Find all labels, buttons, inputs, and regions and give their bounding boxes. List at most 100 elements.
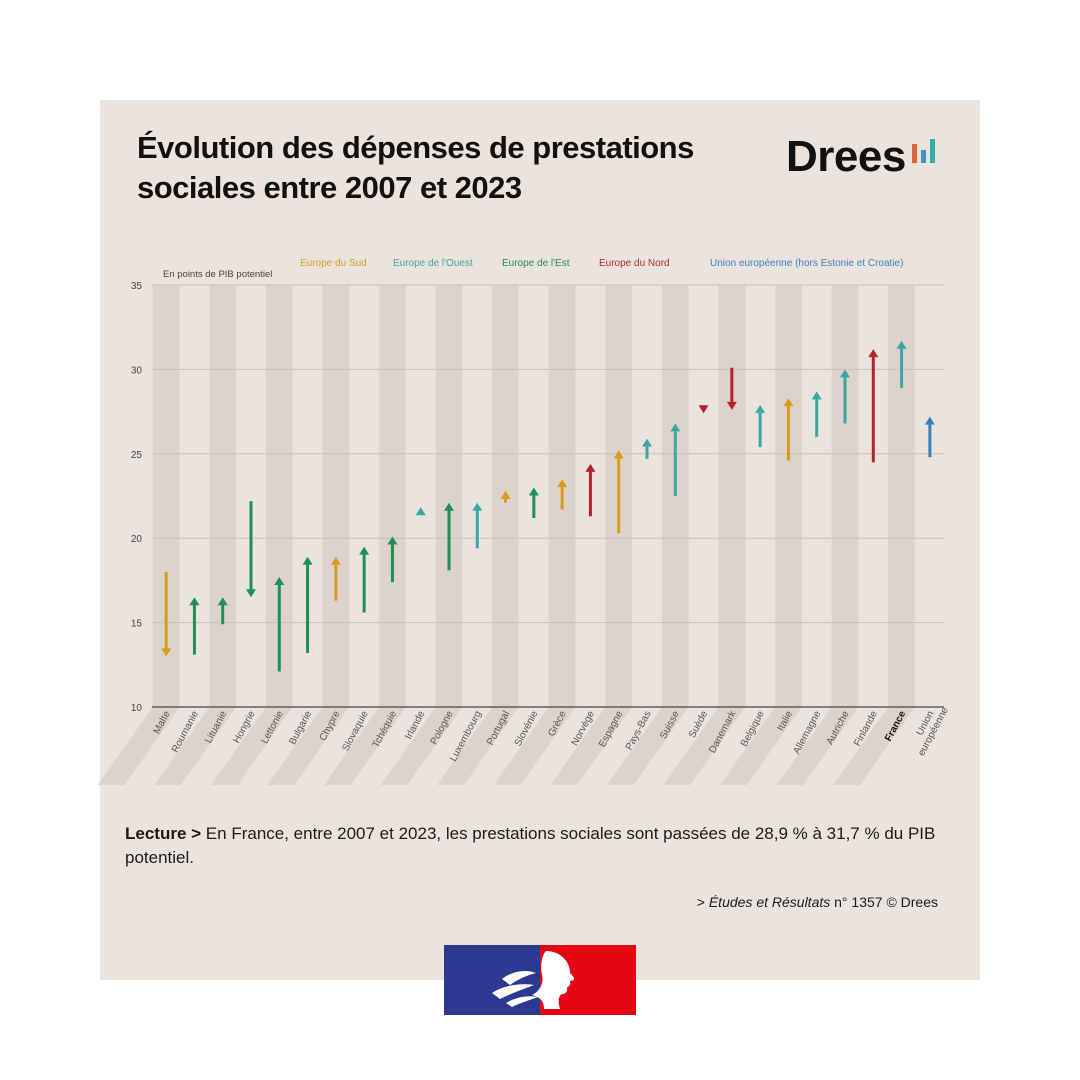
y-tick-label: 20: [131, 534, 143, 545]
column-stripe: [831, 285, 859, 707]
arrow-chypre: [330, 556, 341, 601]
arrow-head: [726, 401, 737, 410]
label-stripe: [663, 707, 746, 785]
label-stripe: [550, 707, 633, 785]
arrow-lituanie: [217, 597, 228, 625]
y-tick-label: 15: [131, 619, 143, 630]
label-stripe: [267, 707, 350, 785]
arrow-head: [698, 405, 709, 414]
arrow-autriche: [840, 369, 850, 424]
arrow-su-de: [698, 405, 709, 414]
arrow-luxembourg: [472, 502, 483, 549]
arrow-head: [246, 589, 256, 598]
legend-entry-north: Europe du Nord: [599, 258, 670, 269]
brand-bar-blue: [920, 150, 926, 163]
arrow-tch-quie: [387, 536, 398, 583]
legend-entry-east: Europe de l'Est: [502, 258, 570, 269]
arrow-italie: [783, 398, 794, 461]
arrow-allemagne: [811, 391, 822, 437]
arrow-head: [330, 556, 341, 565]
label-stripe: [324, 707, 406, 785]
arrow-head: [585, 463, 596, 472]
arrow-norv-ge: [585, 463, 596, 517]
arrow-head: [783, 398, 794, 407]
arrow-bulgarie: [302, 556, 313, 653]
source-publication: Études et Résultats: [708, 894, 831, 910]
arrow-suisse: [670, 423, 681, 496]
label-stripe: [97, 707, 180, 785]
label-stripe: [437, 707, 519, 785]
arrow-espagne: [613, 450, 624, 534]
arrow-head: [868, 349, 879, 358]
arrow-slovaquie: [359, 546, 370, 613]
arrow-head: [302, 556, 313, 565]
arrow-pays-bas: [642, 438, 652, 459]
arrow-union-europ-enne: [924, 416, 935, 458]
arrow-head: [472, 502, 483, 511]
republique-francaise-logo: [444, 945, 636, 1015]
legend-entry-west: Europe de l'Ouest: [393, 258, 473, 269]
drees-logo: Drees: [786, 132, 936, 182]
arrow-gr-ce: [557, 479, 568, 510]
reading-note: Lecture > En France, entre 2007 et 2023,…: [125, 822, 955, 870]
arrow-head: [217, 597, 228, 606]
y-tick-label: 35: [131, 281, 143, 292]
arrow-head: [359, 546, 370, 555]
reading-label: Lecture >: [125, 824, 202, 843]
source-note: > Études et Résultats n° 1357 © Drees: [697, 894, 938, 910]
y-tick-label: 25: [131, 450, 143, 461]
label-stripe: [210, 707, 293, 785]
arrow-head: [557, 479, 568, 488]
arrow-finlande: [868, 349, 879, 463]
arrow-head: [670, 423, 681, 432]
arrow-portugal: [500, 490, 511, 503]
label-stripe: [606, 707, 689, 785]
label-stripe: [833, 707, 915, 785]
chart-title: Évolution des dépenses de prestations so…: [137, 130, 694, 205]
arrow-head: [840, 369, 850, 378]
column-stripe: [718, 285, 746, 707]
column-stripe: [209, 285, 237, 707]
arrow-slov-nie: [528, 487, 539, 518]
legend-entry-south: Europe du Sud: [300, 258, 367, 269]
source-prefix: >: [696, 894, 709, 910]
column-stripe: [435, 285, 463, 707]
arrow-head: [500, 490, 511, 499]
arrow-belgique: [755, 404, 766, 448]
reading-text: En France, entre 2007 et 2023, les prest…: [125, 824, 936, 867]
arrow-head: [415, 507, 426, 516]
label-stripe: [776, 707, 859, 785]
arrow-pologne: [444, 502, 454, 571]
arrow-head: [755, 404, 766, 413]
brand-bar-teal: [929, 139, 935, 163]
arrow-head: [896, 340, 907, 349]
arrow-malte: [161, 571, 172, 657]
arrow-head: [161, 648, 172, 657]
arrow-head: [189, 597, 200, 606]
arrow-danemark: [726, 367, 737, 410]
y-tick-label: 10: [131, 703, 143, 714]
bar-chart-icon: [911, 139, 935, 163]
marianne-hair-1: [502, 971, 536, 985]
flag-blue: [444, 945, 540, 1015]
column-stripe: [379, 285, 406, 707]
drees-wordmark: Drees: [786, 132, 906, 181]
arrow-hongrie: [246, 501, 256, 598]
marianne-hair-3: [506, 996, 538, 1007]
y-axis-label: En points de PIB potentiel: [163, 269, 272, 280]
legend-entry-eu: Union européenne (hors Estonie et Croati…: [710, 258, 903, 269]
arrow-head: [924, 416, 935, 425]
arrow-head: [642, 438, 652, 447]
y-tick-label: 30: [131, 365, 143, 376]
arrow-head: [613, 450, 624, 459]
brand-bar-orange: [911, 144, 917, 163]
label-stripe: [154, 707, 237, 785]
label-stripe: [380, 707, 463, 785]
arrow-roumanie: [189, 597, 200, 655]
arrow-france: [896, 340, 907, 388]
marianne-hair-2: [492, 984, 534, 999]
arrow-lettonie: [274, 577, 285, 672]
marianne-profile: [532, 951, 575, 1009]
arrow-head: [387, 536, 398, 545]
